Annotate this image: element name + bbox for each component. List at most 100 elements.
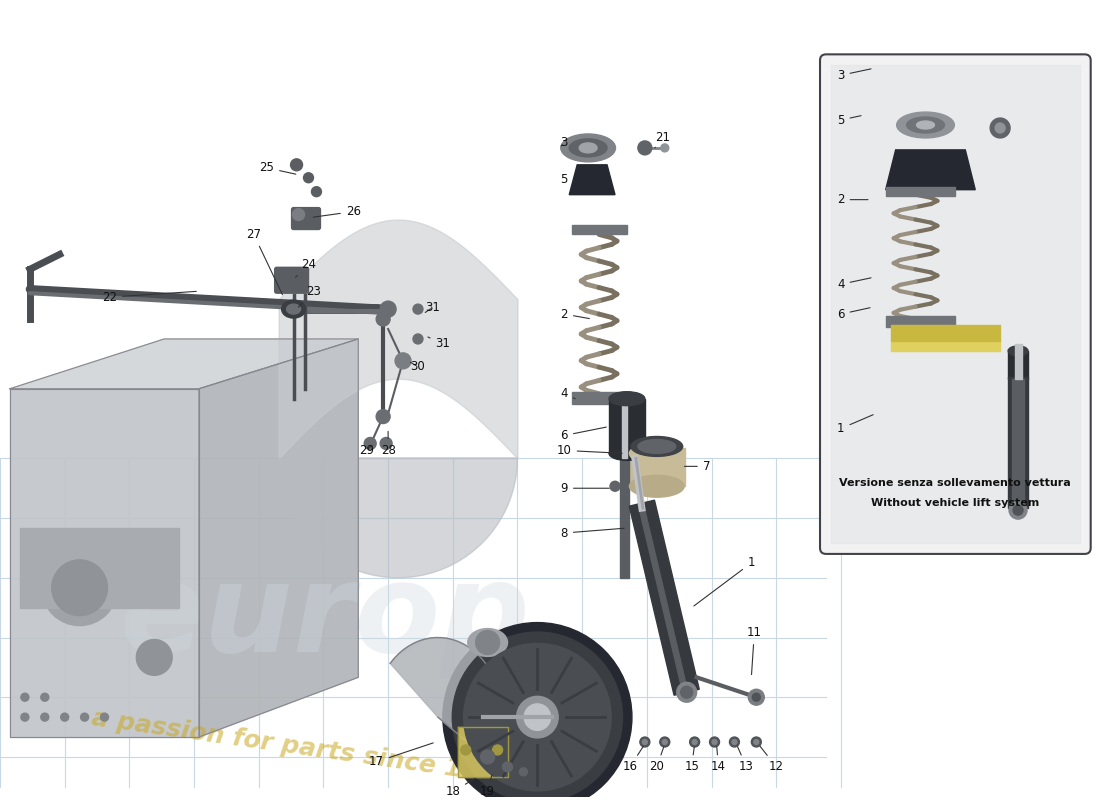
Text: 6: 6 (837, 307, 870, 321)
Text: a passion for parts since 198: a passion for parts since 198 (89, 706, 497, 787)
Polygon shape (572, 225, 627, 234)
Circle shape (381, 438, 392, 450)
Bar (20, 528, 179, 608)
Text: 18: 18 (446, 778, 475, 798)
Circle shape (754, 739, 759, 745)
Circle shape (475, 630, 499, 654)
Circle shape (21, 713, 29, 721)
Circle shape (752, 694, 760, 702)
FancyBboxPatch shape (820, 54, 1091, 554)
Ellipse shape (896, 112, 955, 138)
Text: 5: 5 (561, 174, 574, 186)
Polygon shape (638, 503, 688, 693)
Ellipse shape (609, 392, 645, 406)
Text: 14: 14 (711, 746, 726, 774)
Circle shape (376, 410, 390, 423)
Circle shape (376, 312, 390, 326)
Polygon shape (886, 150, 976, 190)
Circle shape (452, 632, 623, 800)
Circle shape (311, 186, 321, 197)
Text: europ: europ (120, 557, 530, 678)
Text: 31: 31 (426, 301, 440, 314)
Circle shape (443, 622, 631, 800)
Circle shape (729, 737, 739, 747)
Ellipse shape (629, 475, 684, 497)
Text: 8: 8 (561, 526, 624, 539)
Ellipse shape (609, 446, 645, 460)
Text: 24: 24 (296, 258, 316, 278)
FancyBboxPatch shape (292, 208, 320, 230)
Text: 23: 23 (298, 285, 321, 307)
Circle shape (381, 301, 396, 317)
Ellipse shape (569, 139, 607, 157)
Polygon shape (1012, 378, 1024, 506)
Circle shape (748, 690, 764, 705)
Ellipse shape (1008, 346, 1028, 356)
Circle shape (660, 737, 670, 747)
Circle shape (463, 643, 612, 791)
Polygon shape (609, 398, 645, 454)
Text: 20: 20 (649, 746, 664, 774)
Ellipse shape (638, 439, 675, 454)
Polygon shape (891, 341, 1000, 351)
Text: 26: 26 (314, 205, 361, 218)
Text: 11: 11 (747, 626, 762, 674)
Circle shape (638, 141, 652, 155)
Text: 31: 31 (428, 337, 450, 350)
Circle shape (412, 334, 422, 344)
Ellipse shape (631, 437, 683, 456)
Text: 2: 2 (561, 307, 590, 321)
Ellipse shape (916, 121, 935, 129)
Circle shape (1013, 505, 1023, 515)
Circle shape (690, 737, 700, 747)
Text: 22: 22 (102, 290, 196, 304)
Ellipse shape (906, 117, 945, 133)
Text: 2: 2 (837, 193, 868, 206)
Text: 29: 29 (359, 444, 374, 457)
Text: 6: 6 (561, 427, 606, 442)
Text: Without vehicle lift system: Without vehicle lift system (871, 498, 1040, 508)
Ellipse shape (287, 304, 300, 314)
Text: Versione senza sollevamento vettura: Versione senza sollevamento vettura (839, 478, 1071, 488)
Ellipse shape (468, 629, 507, 657)
Text: 5: 5 (837, 114, 861, 126)
Circle shape (676, 682, 696, 702)
Circle shape (493, 745, 503, 755)
Circle shape (503, 762, 513, 772)
Circle shape (519, 768, 527, 776)
Circle shape (990, 118, 1010, 138)
Polygon shape (1008, 377, 1028, 508)
Circle shape (662, 739, 668, 745)
Circle shape (1009, 501, 1027, 519)
Circle shape (304, 173, 313, 182)
Polygon shape (886, 186, 956, 196)
Ellipse shape (561, 134, 616, 162)
Circle shape (481, 750, 495, 764)
Polygon shape (199, 339, 359, 737)
Circle shape (52, 560, 108, 616)
Text: 3: 3 (561, 137, 568, 150)
Circle shape (610, 482, 620, 491)
Polygon shape (1015, 344, 1022, 378)
Text: 17: 17 (368, 743, 433, 769)
Text: 25: 25 (260, 162, 296, 174)
Circle shape (732, 739, 737, 745)
Ellipse shape (580, 143, 597, 153)
Circle shape (640, 737, 650, 747)
Polygon shape (629, 500, 700, 695)
Circle shape (517, 696, 558, 738)
Text: 12: 12 (760, 746, 783, 774)
Text: 7: 7 (684, 460, 711, 473)
Circle shape (364, 438, 376, 450)
Circle shape (642, 739, 648, 745)
Text: 9: 9 (561, 482, 609, 494)
Text: 1: 1 (694, 556, 755, 606)
Text: 27: 27 (246, 228, 283, 294)
Circle shape (710, 737, 719, 747)
Polygon shape (620, 454, 629, 578)
Text: 15: 15 (684, 746, 700, 774)
Ellipse shape (282, 300, 306, 318)
Circle shape (42, 550, 118, 626)
Polygon shape (458, 727, 507, 777)
FancyBboxPatch shape (275, 267, 308, 293)
